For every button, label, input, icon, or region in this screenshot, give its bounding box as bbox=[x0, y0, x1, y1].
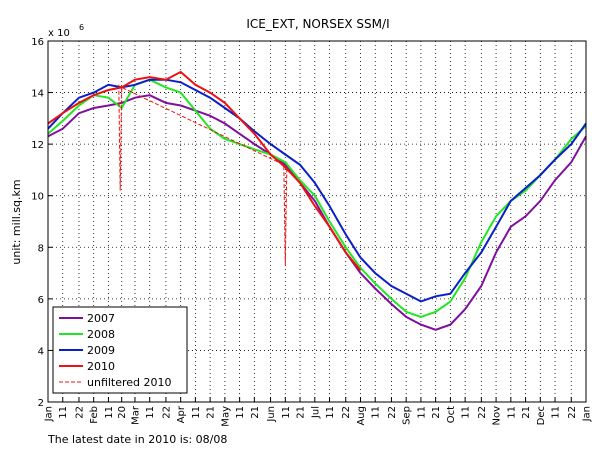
y-tick-label: 8 bbox=[38, 243, 44, 254]
x-tick-label: Oct bbox=[446, 406, 457, 423]
x-tick-label: 11 bbox=[58, 406, 69, 419]
x-tick-label: 11 bbox=[281, 406, 292, 419]
y-scale-exponent: 6 bbox=[79, 23, 84, 32]
x-tick-label: 11 bbox=[104, 406, 115, 419]
x-tick-label: Jun bbox=[266, 406, 277, 423]
x-tick-label: 22 bbox=[161, 406, 172, 419]
x-tick-label: Jan bbox=[44, 406, 55, 422]
x-tick-label: Nov bbox=[492, 406, 503, 426]
x-tick-label: 11 bbox=[235, 406, 246, 419]
legend-label: 2009 bbox=[87, 344, 115, 357]
x-tick-label: 22 bbox=[341, 406, 352, 419]
x-tick-label: 11 bbox=[506, 406, 517, 419]
y-tick-label: 4 bbox=[38, 346, 44, 357]
y-scale-base: x 10 bbox=[48, 28, 70, 39]
x-tick-label: 11 bbox=[551, 406, 562, 419]
x-tick-label: 11 bbox=[191, 406, 202, 419]
x-tick-label: 22 bbox=[387, 406, 398, 419]
x-tick-label: 21 bbox=[296, 406, 307, 419]
series-line bbox=[118, 84, 288, 266]
x-tick-label: Apr bbox=[176, 405, 187, 423]
plot-frame bbox=[47, 40, 587, 403]
x-tick-label: 11 bbox=[416, 406, 427, 419]
series-line bbox=[47, 78, 587, 303]
series-line bbox=[47, 94, 587, 331]
x-tick-label: Jan bbox=[582, 406, 593, 422]
legend-label: 2007 bbox=[87, 312, 115, 325]
legend-label: unfiltered 2010 bbox=[87, 376, 172, 389]
x-tick-label: 22 bbox=[74, 406, 85, 419]
x-tick-label: 11 bbox=[461, 406, 472, 419]
x-tick-label: 22 bbox=[477, 406, 488, 419]
note: The latest date in 2010 is: 08/08 bbox=[47, 433, 227, 446]
y-tick-label: 6 bbox=[38, 295, 44, 306]
x-tick-label: Aug bbox=[356, 406, 367, 426]
x-tick-label: Jul bbox=[310, 406, 321, 419]
y-tick-label: 10 bbox=[31, 192, 44, 203]
x-tick-label: 20 bbox=[117, 406, 128, 419]
x-tick-label: May bbox=[220, 406, 231, 427]
legend-label: 2010 bbox=[87, 360, 115, 373]
x-tick-label: Mar bbox=[130, 405, 141, 425]
y-tick-label: 16 bbox=[31, 37, 44, 48]
x-tick-label: Sep bbox=[402, 406, 413, 425]
x-tick-label: 11 bbox=[145, 406, 156, 419]
series-line bbox=[47, 70, 362, 272]
y-tick-label: 14 bbox=[31, 89, 44, 100]
y-tick-label: 12 bbox=[31, 140, 44, 151]
x-tick-label: 21 bbox=[250, 406, 261, 419]
x-tick-label: 11 bbox=[371, 406, 382, 419]
x-tick-label: 22 bbox=[567, 406, 578, 419]
x-tick-label: 21 bbox=[521, 406, 532, 419]
x-tick-label: 21 bbox=[206, 406, 217, 419]
x-tick-label: Feb bbox=[89, 406, 100, 424]
chart-title: ICE_EXT, NORSEX SSM/I bbox=[246, 17, 389, 31]
legend-label: 2008 bbox=[87, 328, 115, 341]
y-tick-label: 2 bbox=[38, 398, 44, 409]
x-tick-label: 11 bbox=[325, 406, 336, 419]
y-axis-label: unit: mill.sq.km bbox=[10, 179, 23, 264]
x-tick-label: Dec bbox=[536, 406, 547, 425]
x-tick-label: 21 bbox=[431, 406, 442, 419]
